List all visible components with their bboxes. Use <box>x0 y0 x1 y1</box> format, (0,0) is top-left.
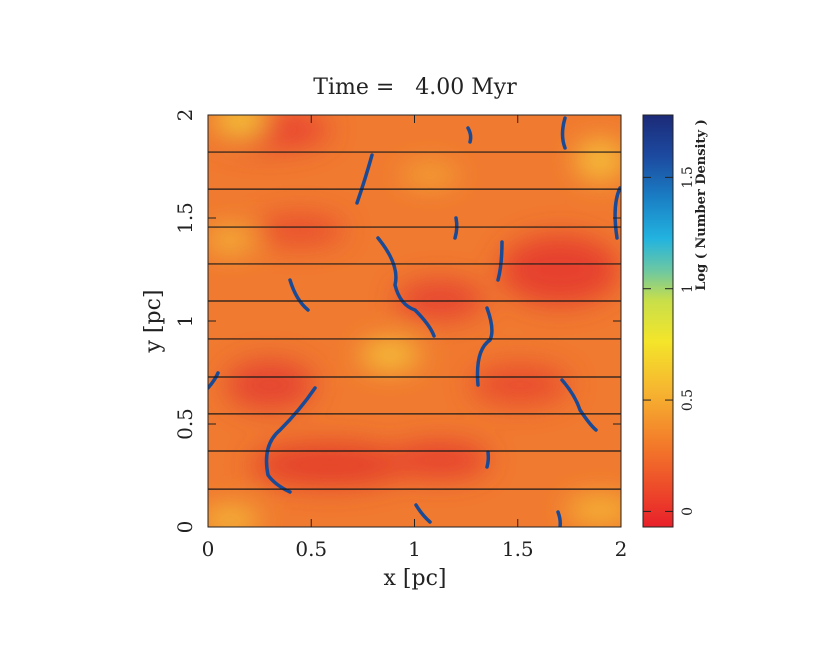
y-axis-label: y [pc] <box>141 290 166 354</box>
x-tick-label: 0 <box>202 537 215 561</box>
colorbar-label: Log ( Number Density ) <box>694 119 709 290</box>
y-tick-label: 0 <box>173 521 197 534</box>
x-tick-label: 0.5 <box>295 537 327 561</box>
density-field <box>208 115 621 527</box>
x-axis-label: x [pc] <box>384 566 447 591</box>
chart-title: Time = 4.00 Myr <box>313 75 517 100</box>
x-tick-label: 2 <box>615 537 628 561</box>
y-tick-label: 0.5 <box>173 408 197 440</box>
colorbar-tick-label: 0 <box>680 507 696 516</box>
y-tick-label: 2 <box>173 109 197 122</box>
colorbar-tick-label: 0.5 <box>680 389 696 411</box>
y-tick-label: 1.5 <box>173 202 197 234</box>
colorbar-tick-label: 1 <box>680 284 696 293</box>
colorbar <box>642 114 674 528</box>
x-tick-label: 1.5 <box>502 537 534 561</box>
colorbar-tick-label: 1.5 <box>680 166 696 188</box>
x-tick-label: 1 <box>408 537 421 561</box>
y-tick-label: 1 <box>173 315 197 328</box>
